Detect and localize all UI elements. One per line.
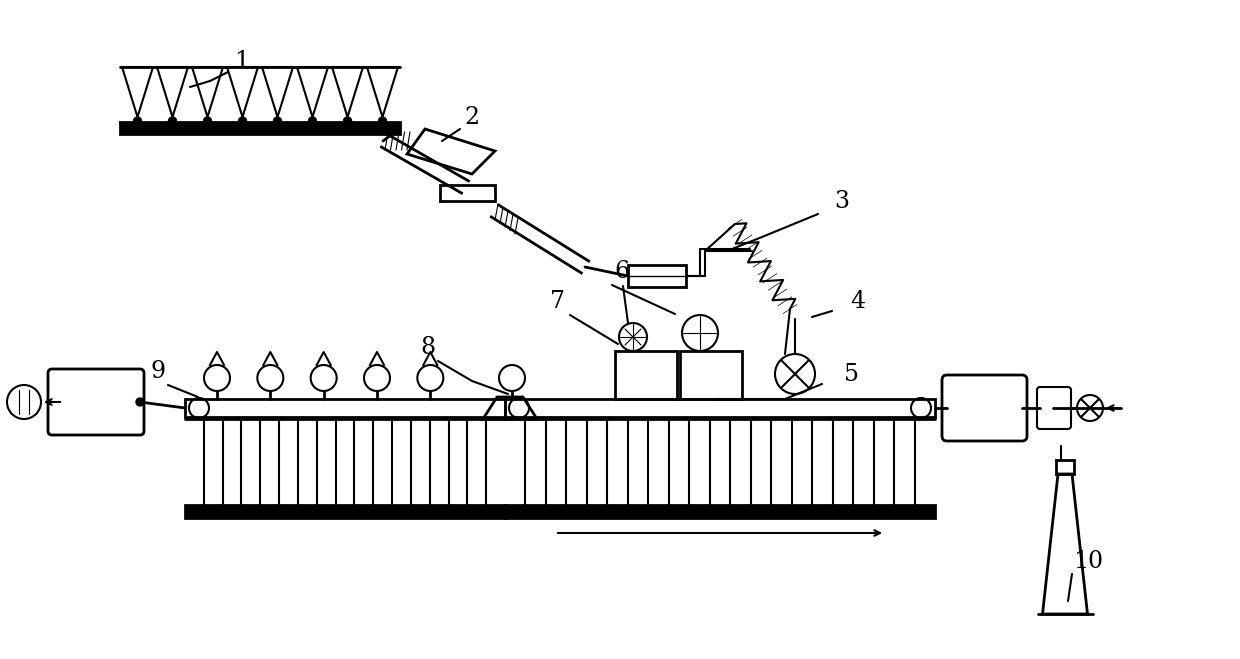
Bar	[1056, 460, 1074, 474]
Circle shape	[378, 117, 387, 125]
FancyBboxPatch shape	[942, 375, 1027, 441]
FancyBboxPatch shape	[440, 185, 496, 201]
Circle shape	[238, 117, 247, 125]
Text: 3: 3	[835, 190, 849, 212]
Circle shape	[343, 117, 351, 125]
Bar	[680, 351, 742, 399]
Bar	[627, 265, 686, 287]
Circle shape	[309, 117, 316, 125]
Text: 10: 10	[1073, 550, 1104, 573]
Bar	[185, 505, 505, 518]
Text: 6: 6	[615, 260, 630, 283]
Bar	[185, 399, 505, 417]
FancyBboxPatch shape	[48, 369, 144, 435]
Circle shape	[169, 117, 176, 125]
Text: 8: 8	[420, 335, 435, 358]
FancyBboxPatch shape	[1037, 387, 1071, 429]
Text: 5: 5	[844, 362, 859, 386]
Bar	[120, 122, 401, 134]
Circle shape	[203, 117, 212, 125]
Circle shape	[274, 117, 281, 125]
Text: 1: 1	[234, 49, 249, 72]
Text: 2: 2	[465, 105, 480, 129]
Text: 7: 7	[551, 289, 565, 312]
Bar	[505, 399, 935, 417]
Circle shape	[134, 117, 141, 125]
Text: 9: 9	[150, 360, 166, 382]
Bar	[505, 505, 935, 518]
Circle shape	[136, 398, 144, 406]
Text: 4: 4	[851, 289, 866, 312]
Bar	[615, 351, 677, 399]
